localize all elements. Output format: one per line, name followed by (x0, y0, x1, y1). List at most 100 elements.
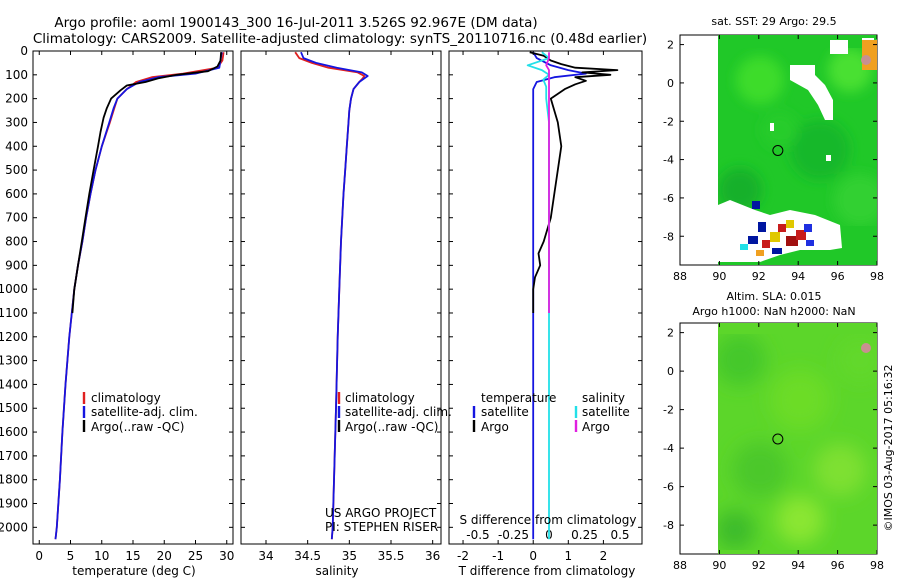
salinity-legend: climatology satellite-adj. clim. Argo(..… (337, 391, 452, 434)
depth-tick-label: 100 (5, 68, 28, 82)
legend-satellite-adj: satellite-adj. clim. (91, 405, 198, 419)
x-tick-label: 15 (125, 549, 140, 563)
x-tick-label: 5 (67, 549, 75, 563)
legend-t-satellite: satellite (481, 405, 529, 419)
legend-climatology: climatology (91, 391, 161, 405)
x-tick-label: 36 (425, 549, 440, 563)
x-tick-label: -1 (492, 549, 504, 563)
depth-tick-label: 400 (5, 139, 28, 153)
x-tick-label: 35 (342, 549, 357, 563)
series-line-argo-raw-qc- (71, 52, 222, 314)
cloud-mask-e (826, 155, 831, 161)
temperature-axis-label: temperature (deg C) (72, 564, 195, 578)
x-tick-label: 35.5 (378, 549, 405, 563)
sla-map-axes: 88 90 92 94 96 98 2 0 -2 -4 -6 -8 (663, 323, 884, 572)
depth-tick-label: 1600 (0, 425, 28, 439)
s-diff-tick-label: -0.5 (466, 528, 489, 542)
map-x-tick-label: 92 (752, 270, 766, 283)
map-y-tick-label: -8 (663, 230, 674, 243)
t-difference-axis-label: T difference from climatology (458, 564, 636, 578)
depth-tick-label: 800 (5, 235, 28, 249)
depth-tick-label: 1100 (0, 306, 28, 320)
island-sla (861, 343, 871, 353)
temperature-panel: 0100200300400500600700800900100011001200… (0, 44, 234, 578)
depth-tick-label: 1700 (0, 449, 28, 463)
x-tick-label: 10 (94, 549, 109, 563)
difference-series (526, 51, 619, 540)
project-annotation-line2: PI: STEPHEN RISER (325, 520, 438, 534)
sst-field (718, 35, 877, 265)
s-difference-axis-label: S difference from climatology (460, 513, 637, 527)
s-diff-tick-label: -0.25 (498, 528, 529, 542)
map-x-tick-label: 94 (791, 270, 805, 283)
x-tick-label: 2 (600, 549, 608, 563)
depth-tick-label: 1500 (0, 401, 28, 415)
depth-tick-label: 1400 (0, 377, 28, 391)
map-x-tick-label: 98 (870, 559, 884, 572)
map-y-tick-label: 2 (667, 39, 674, 52)
legend-argo: Argo(..raw -QC) (91, 420, 184, 434)
map-y-tick-label: -6 (663, 192, 674, 205)
x-tick-label: 25 (188, 549, 203, 563)
salinity-axes-frame (240, 50, 442, 545)
legend-satellite-adj: satellite-adj. clim. (345, 405, 452, 419)
legend-header-temperature: temperature (481, 391, 556, 405)
x-tick-label: -2 (457, 549, 469, 563)
legend-climatology: climatology (345, 391, 415, 405)
salinity-series (294, 51, 369, 540)
series-line-salinity-argo (545, 52, 550, 313)
map-y-tick-label: -4 (663, 154, 674, 167)
sla-float-marker (772, 433, 784, 445)
depth-tick-label: 1200 (0, 330, 28, 344)
x-tick-label: 34.5 (294, 549, 321, 563)
map-y-tick-label: 0 (667, 365, 674, 378)
x-tick-label: 1 (564, 549, 572, 563)
island-sst (861, 55, 871, 65)
difference-depth-ticks (449, 50, 642, 528)
figure-title-line2: Climatology: CARS2009. Satellite-adjuste… (33, 31, 647, 47)
depth-tick-label: 300 (5, 115, 28, 129)
depth-tick-label: 700 (5, 211, 28, 225)
series-line-satellite-adj-clim- (300, 51, 369, 540)
sla-field (718, 323, 877, 554)
sst-float-marker (772, 144, 784, 156)
map-y-tick-label: -2 (663, 115, 674, 128)
s-diff-tick-label: 0.25 (571, 528, 598, 542)
depth-tick-label: 1900 (0, 497, 28, 511)
depth-axis: 0 100 200 300 400 500 600 700 800 900 1000 1100 1200… (0, 44, 233, 534)
sla-map-title: Altim. SLA: 0.015 (726, 290, 821, 303)
difference-x-axis: -2 -1 0 1 2 (457, 51, 607, 563)
series-line-climatology (54, 52, 225, 540)
map-x-tick-label: 90 (712, 270, 726, 283)
salinity-panel: 34 34.5 35 35.5 36 salinity climatology sate… (240, 50, 452, 578)
map-x-tick-label: 98 (870, 270, 884, 283)
series-line-climatology (294, 51, 366, 540)
legend-header-salinity: salinity (582, 391, 625, 405)
legend-s-argo: Argo (582, 420, 610, 434)
map-y-tick-label: -2 (663, 404, 674, 417)
map-x-tick-label: 92 (752, 559, 766, 572)
legend-s-satellite: satellite (582, 405, 630, 419)
map-y-tick-label: -6 (663, 481, 674, 494)
salinity-depth-ticks (241, 50, 441, 528)
salinity-x-axis: 34 34.5 35 35.5 36 (258, 51, 440, 563)
cloud-mask-b (830, 40, 848, 54)
series-line-satellite-adj-clim- (54, 52, 223, 540)
sst-map-axes: 88 90 92 94 96 98 2 0 -2 -4 -6 -8 (663, 35, 884, 283)
map-x-tick-label: 88 (673, 559, 687, 572)
temperature-legend: climatology satellite-adj. clim. Argo(..… (82, 391, 198, 434)
sst-map-title: sat. SST: 29 Argo: 29.5 (711, 15, 836, 28)
depth-tick-label: 900 (5, 258, 28, 272)
salinity-axis-label: salinity (315, 564, 358, 578)
map-x-tick-label: 88 (673, 270, 687, 283)
series-line-temperature-satellite (532, 51, 587, 540)
x-tick-label: 0 (529, 549, 537, 563)
x-tick-label: 0 (35, 549, 43, 563)
depth-tick-label: 1800 (0, 473, 28, 487)
sst-map-panel: sat. SST: 29 Argo: 29.5 (663, 15, 884, 283)
map-y-tick-label: 2 (667, 327, 674, 340)
series-line-temperature-argo (529, 51, 619, 313)
temperature-axes-frame (32, 50, 234, 545)
legend-argo: Argo(..raw -QC) (345, 420, 438, 434)
